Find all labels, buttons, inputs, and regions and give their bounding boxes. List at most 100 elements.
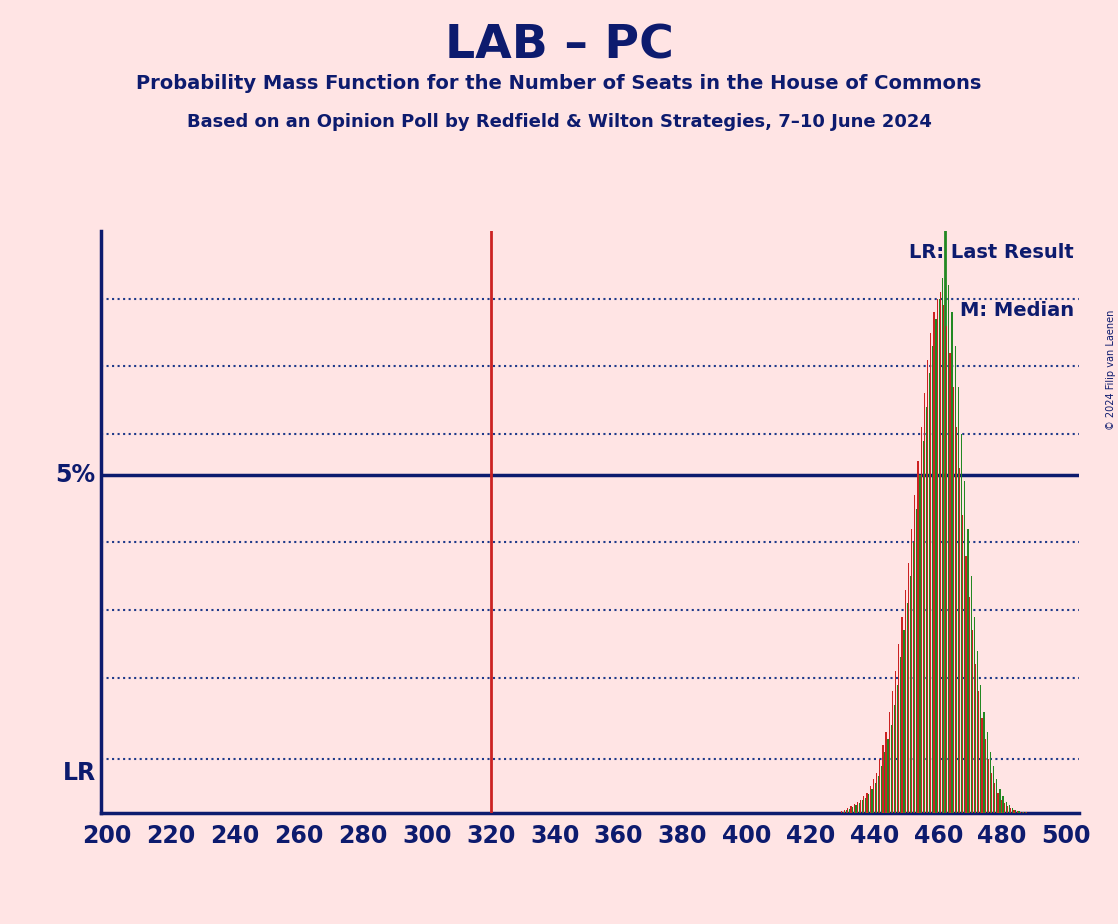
Bar: [852, 807, 853, 813]
Text: Probability Mass Function for the Number of Seats in the House of Commons: Probability Mass Function for the Number…: [136, 74, 982, 93]
Bar: [940, 292, 941, 813]
Bar: [1003, 796, 1004, 813]
Bar: [982, 718, 983, 813]
Bar: [919, 475, 920, 813]
Bar: [968, 597, 969, 813]
Bar: [856, 802, 858, 813]
Bar: [963, 516, 964, 813]
Bar: [953, 386, 954, 813]
Bar: [916, 508, 918, 813]
Bar: [984, 711, 985, 813]
Bar: [967, 529, 968, 813]
Bar: [945, 272, 946, 813]
Bar: [920, 427, 922, 813]
Bar: [1011, 808, 1012, 813]
Bar: [849, 809, 851, 813]
Bar: [926, 407, 927, 813]
Bar: [918, 461, 919, 813]
Bar: [988, 759, 989, 813]
Bar: [908, 563, 909, 813]
Bar: [927, 359, 928, 813]
Bar: [944, 306, 945, 813]
Bar: [882, 746, 883, 813]
Bar: [991, 772, 992, 813]
Bar: [888, 738, 889, 813]
Bar: [980, 685, 982, 813]
Text: LAB – PC: LAB – PC: [445, 23, 673, 68]
Bar: [923, 394, 925, 813]
Bar: [937, 298, 938, 813]
Bar: [985, 738, 986, 813]
Bar: [865, 797, 866, 813]
Text: LR: LR: [63, 760, 96, 784]
Bar: [873, 779, 874, 813]
Text: LR: Last Result: LR: Last Result: [909, 243, 1074, 261]
Bar: [843, 812, 844, 813]
Bar: [862, 800, 863, 813]
Bar: [955, 346, 956, 813]
Text: Based on an Opinion Poll by Redfield & Wilton Strategies, 7–10 June 2024: Based on an Opinion Poll by Redfield & W…: [187, 113, 931, 130]
Bar: [970, 577, 972, 813]
Bar: [929, 373, 930, 813]
Bar: [1012, 808, 1013, 813]
Bar: [891, 725, 892, 813]
Bar: [881, 766, 882, 813]
Bar: [871, 789, 873, 813]
Bar: [1008, 805, 1010, 813]
Bar: [863, 796, 864, 813]
Bar: [893, 705, 896, 813]
Bar: [875, 772, 878, 813]
Bar: [999, 789, 1001, 813]
Bar: [1022, 812, 1023, 813]
Bar: [1001, 799, 1002, 813]
Bar: [993, 766, 994, 813]
Text: 5%: 5%: [56, 463, 96, 487]
Bar: [851, 807, 852, 813]
Bar: [885, 732, 887, 813]
Bar: [949, 353, 950, 813]
Bar: [972, 630, 973, 813]
Bar: [913, 542, 915, 813]
Bar: [844, 809, 845, 813]
Bar: [896, 671, 897, 813]
Bar: [989, 752, 991, 813]
Bar: [966, 556, 967, 813]
Bar: [996, 779, 997, 813]
Bar: [1023, 812, 1024, 813]
Bar: [910, 577, 911, 813]
Bar: [1004, 803, 1005, 813]
Bar: [1006, 802, 1007, 813]
Bar: [958, 386, 959, 813]
Bar: [964, 481, 965, 813]
Bar: [1018, 811, 1020, 813]
Bar: [904, 590, 906, 813]
Bar: [898, 644, 900, 813]
Bar: [847, 808, 849, 813]
Bar: [961, 434, 963, 813]
Bar: [878, 776, 879, 813]
Bar: [897, 685, 898, 813]
Text: © 2024 Filip van Laenen: © 2024 Filip van Laenen: [1106, 310, 1116, 430]
Bar: [956, 427, 957, 813]
Bar: [997, 793, 998, 813]
Bar: [1007, 807, 1008, 813]
Bar: [866, 793, 868, 813]
Bar: [884, 752, 885, 813]
Bar: [975, 664, 976, 813]
Bar: [903, 630, 904, 813]
Bar: [1016, 811, 1017, 813]
Bar: [994, 783, 995, 813]
Bar: [874, 783, 875, 813]
Bar: [930, 333, 931, 813]
Bar: [860, 799, 861, 813]
Bar: [879, 759, 880, 813]
Bar: [911, 529, 912, 813]
Bar: [1015, 809, 1016, 813]
Bar: [941, 278, 942, 813]
Bar: [889, 711, 890, 813]
Bar: [907, 603, 908, 813]
Bar: [977, 650, 978, 813]
Bar: [846, 810, 847, 813]
Bar: [915, 495, 916, 813]
Bar: [892, 691, 893, 813]
